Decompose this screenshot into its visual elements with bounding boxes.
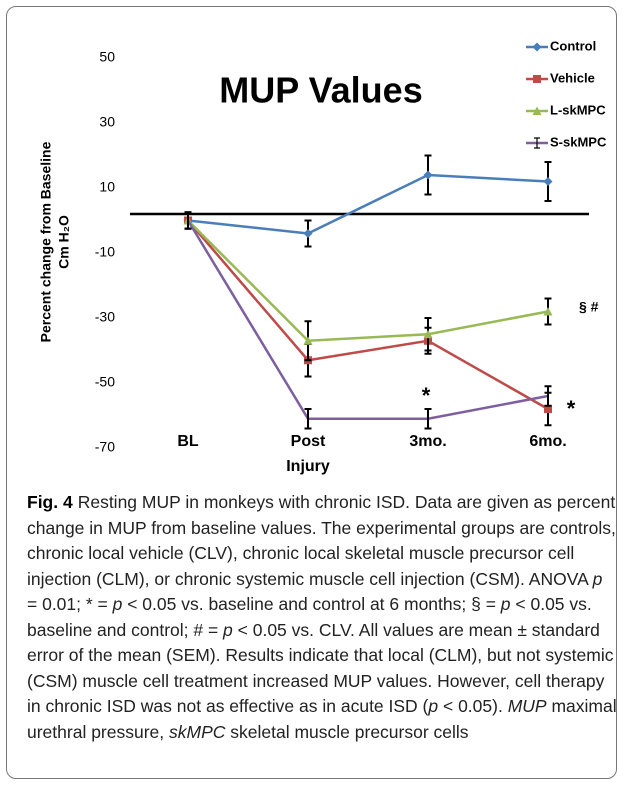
x-tick-label: 6mo.: [529, 433, 566, 450]
chart: MUP Values Injury Percent change from Ba…: [38, 38, 607, 475]
y-tick-label: -30: [95, 309, 115, 325]
caption-text: Fig. 4: [27, 492, 73, 512]
x-tick-label: BL: [177, 433, 199, 450]
error-bar-line: [424, 408, 432, 430]
caption-text: MUP: [507, 696, 547, 716]
chart-title: MUP Values: [219, 70, 422, 111]
point: [303, 229, 313, 238]
caption-text: < 0.05 vs. baseline and control at 6 mon…: [122, 594, 501, 614]
error-bar: [424, 408, 432, 430]
point: [423, 170, 433, 180]
legend-label: S-skMPC: [550, 134, 607, 149]
point: [423, 329, 433, 339]
caption-text: p: [223, 619, 233, 640]
caption-text: p: [428, 696, 439, 716]
caption: Fig. 4 Resting MUP in monkeys with chroni…: [27, 490, 617, 745]
caption-text: < 0.05).: [438, 696, 508, 716]
y-tick-label: 10: [99, 179, 115, 195]
point: [303, 336, 313, 345]
legend-marker: [532, 106, 542, 115]
point: [544, 405, 552, 413]
caption-text: = 0.01; * =: [27, 594, 113, 614]
legend-marker: [532, 42, 542, 52]
series-line: [187, 219, 549, 343]
error-bar-line: [304, 408, 312, 430]
caption-text: maximal urethral pressure,: [27, 696, 617, 742]
caption-text: < 0.05 vs. baseline and control; # =: [27, 594, 592, 640]
y-axis-label: Percent change from Baseline: [38, 141, 54, 342]
series-line: [187, 219, 549, 411]
legend-label: Vehicle: [550, 70, 595, 85]
error-bar-line: [544, 385, 552, 407]
y-tick-label: -50: [95, 374, 115, 390]
y-axis-label: Cm H₂O: [56, 215, 72, 269]
caption-text: skeletal muscle precursor cells: [225, 721, 469, 742]
y-tick-label: 50: [99, 49, 115, 65]
error-bar-line: [184, 211, 192, 230]
error-bar: [544, 385, 552, 407]
caption-text: p: [500, 594, 511, 614]
annotation: *: [422, 383, 431, 408]
y-tick-label: -70: [95, 439, 115, 455]
annotation: § #: [579, 299, 599, 315]
error-bar: [184, 211, 192, 230]
legend-marker: [534, 137, 540, 149]
y-tick-label: -10: [95, 244, 115, 260]
point: [543, 177, 553, 186]
x-axis-label: Injury: [286, 458, 330, 475]
series-line: [187, 173, 549, 235]
legend-label: L-skMPC: [550, 102, 606, 117]
caption-text: p: [592, 568, 603, 589]
error-bar: [304, 408, 312, 430]
figure-frame: MUP Values Injury Percent change from Ba…: [6, 6, 617, 779]
point: [543, 307, 553, 316]
annotation: *: [567, 396, 576, 421]
caption-text: < 0.05 vs. CLV. All values are mean ± st…: [27, 619, 614, 717]
caption-text: Resting MUP in monkeys with chronic ISD.…: [27, 492, 616, 589]
series-line: [186, 219, 549, 420]
legend-marker: [533, 75, 541, 83]
x-tick-label: 3mo.: [409, 433, 446, 450]
y-tick-label: 30: [99, 114, 115, 130]
caption-text: p: [112, 594, 123, 614]
x-tick-label: Post: [291, 433, 326, 450]
legend-label: Control: [550, 38, 596, 53]
caption-text: skMPC: [169, 721, 226, 742]
